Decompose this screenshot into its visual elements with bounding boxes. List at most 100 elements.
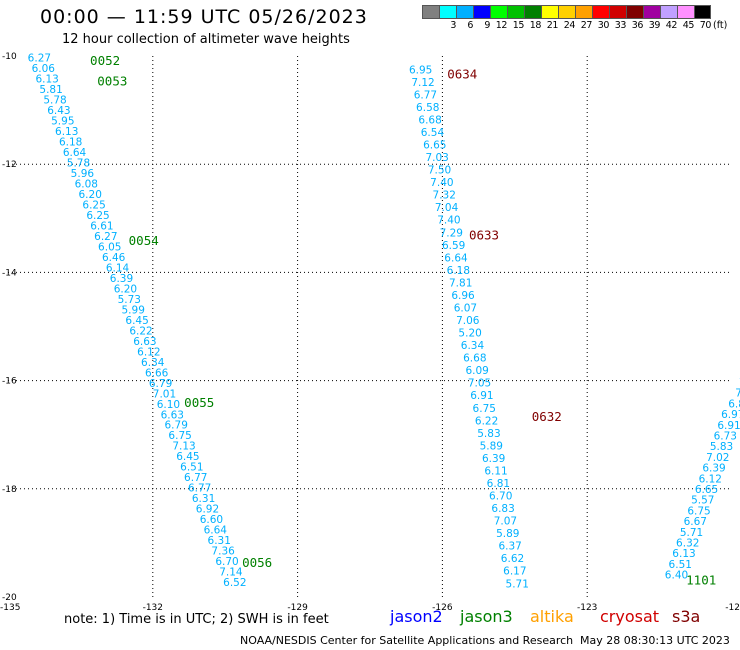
wave-height-value: 5.78 bbox=[67, 157, 90, 169]
wave-height-value: 6.52 bbox=[223, 577, 246, 589]
legend-swatches bbox=[422, 5, 727, 19]
wave-height-value: 7.12 bbox=[411, 77, 434, 89]
x-tick-label: -126 bbox=[432, 603, 453, 613]
legend-tick-label: 3 bbox=[450, 20, 456, 31]
wave-height-value: 6.75 bbox=[168, 430, 191, 442]
wave-height-value: 5.73 bbox=[118, 294, 141, 306]
wave-height-value: 6.79 bbox=[165, 420, 188, 432]
wave-height-value: 6.61 bbox=[90, 220, 113, 232]
legend-altika: altika bbox=[530, 607, 574, 626]
wave-height-value: 6.45 bbox=[176, 451, 199, 463]
wave-height-value: 6.65 bbox=[423, 140, 446, 152]
wave-height-value: 7.14 bbox=[219, 567, 243, 579]
wave-height-value: 6.13 bbox=[35, 73, 58, 85]
legend-swatch bbox=[473, 5, 490, 19]
wave-height-value: 6.22 bbox=[129, 325, 152, 337]
wave-height-value: 6.51 bbox=[669, 559, 692, 571]
wave-height-value: 7.05 bbox=[468, 378, 491, 390]
legend-tick-label: 18 bbox=[529, 20, 542, 31]
wave-height-value: 5.20 bbox=[458, 328, 481, 340]
wave-height-value: 6.22 bbox=[475, 415, 498, 427]
legend-tick-label: 45 bbox=[682, 20, 695, 31]
wave-height-value: 5.89 bbox=[496, 528, 519, 540]
legend-s3a: s3a bbox=[672, 607, 701, 626]
legend-jason3: jason3 bbox=[460, 607, 513, 626]
wave-height-value: 6.17 bbox=[503, 566, 526, 578]
wave-height-value: 7.07 bbox=[494, 516, 517, 528]
wave-height-value: 6.60 bbox=[200, 514, 223, 526]
legend-swatch bbox=[677, 5, 694, 19]
wave-height-value: 6.77 bbox=[188, 483, 211, 495]
legend-tick-label: 39 bbox=[648, 20, 661, 31]
y-tick-label: -18 bbox=[2, 485, 17, 495]
wave-height-value: 7.36 bbox=[211, 546, 235, 558]
legend-swatch bbox=[694, 5, 711, 19]
legend-swatch bbox=[524, 5, 541, 19]
wave-height-value: 6.37 bbox=[498, 541, 521, 553]
wave-height-value: 6.05 bbox=[98, 241, 121, 253]
wave-height-value: 6.14 bbox=[106, 262, 130, 274]
wave-height-value: 6.75 bbox=[687, 505, 710, 517]
wave-height-value: 6.08 bbox=[75, 178, 98, 190]
wave-height-value: 7.02 bbox=[706, 452, 729, 464]
legend-swatch bbox=[609, 5, 626, 19]
wave-height-value: 6.79 bbox=[149, 378, 172, 390]
wave-height-value: 6.11 bbox=[484, 465, 507, 477]
wave-height-value: 6.95 bbox=[409, 64, 432, 76]
wave-height-value: 6.06 bbox=[32, 63, 56, 75]
legend-swatch bbox=[541, 5, 558, 19]
wave-height-value: 6.12 bbox=[137, 346, 160, 358]
pass-time-label: 0055 bbox=[184, 395, 214, 410]
wave-height-value: 6.39 bbox=[702, 463, 725, 475]
legend-swatch bbox=[643, 5, 660, 19]
wave-height-value: 6.65 bbox=[695, 484, 718, 496]
wave-height-value: 6.92 bbox=[196, 504, 219, 516]
wave-height-value: 6.91 bbox=[717, 420, 740, 432]
wave-height-value: 6.07 bbox=[454, 302, 477, 314]
wave-height-value: 6.77 bbox=[184, 472, 207, 484]
y-tick-label: -10 bbox=[2, 52, 17, 62]
wave-height-value: 6.10 bbox=[157, 399, 180, 411]
wave-height-value: 6.27 bbox=[28, 52, 51, 64]
wave-height-value: 6.40 bbox=[665, 570, 688, 582]
wave-height-value: 7.81 bbox=[449, 277, 472, 289]
wave-height-value: 7. bbox=[735, 388, 740, 400]
pass-time-label: 0052 bbox=[90, 53, 120, 68]
credit-text: NOAA/NESDIS Center for Satellite Applica… bbox=[240, 634, 574, 647]
legend-jason2: jason2 bbox=[390, 607, 443, 626]
wave-height-value: 6.62 bbox=[501, 553, 524, 565]
wave-height-value: 6.18 bbox=[447, 265, 470, 277]
wave-height-value: 5.99 bbox=[122, 304, 145, 316]
wave-height-value: 6.18 bbox=[59, 136, 82, 148]
wave-height-value: 6.39 bbox=[110, 273, 133, 285]
legend-tick-label: 24 bbox=[563, 20, 576, 31]
wave-height-value: 5.96 bbox=[71, 168, 95, 180]
legend-swatch bbox=[558, 5, 575, 19]
legend-swatch bbox=[439, 5, 456, 19]
legend-tick-label: 12 bbox=[495, 20, 508, 31]
wave-height-value: 7.50 bbox=[428, 165, 451, 177]
wave-height-value: 5.71 bbox=[506, 578, 529, 590]
legend-swatch bbox=[456, 5, 473, 19]
legend-unit: (ft) bbox=[713, 20, 728, 31]
y-tick-label: -16 bbox=[2, 377, 17, 387]
wave-height-value: 6.20 bbox=[114, 283, 137, 295]
wave-height-value: 6.63 bbox=[133, 336, 156, 348]
chart-subtitle: 12 hour collection of altimeter wave hei… bbox=[62, 32, 350, 47]
wave-height-value: 6.54 bbox=[421, 127, 445, 139]
legend-tick-label: 70 bbox=[699, 20, 712, 31]
legend-swatch bbox=[422, 5, 439, 19]
wave-height-value: 6.63 bbox=[161, 409, 184, 421]
wave-height-value: 6.70 bbox=[215, 556, 238, 568]
legend-tick-label: 42 bbox=[665, 20, 678, 31]
y-tick-label: -12 bbox=[2, 160, 17, 170]
legend-swatch bbox=[575, 5, 592, 19]
wave-height-value: 5.81 bbox=[39, 84, 62, 96]
pass-time-label: 0054 bbox=[129, 233, 159, 248]
legend-cryosat: cryosat bbox=[600, 607, 660, 626]
legend-swatch bbox=[660, 5, 677, 19]
wave-height-value: 6.64 bbox=[204, 525, 228, 537]
wave-height-value: 6.09 bbox=[465, 365, 488, 377]
wave-height-value: 5.89 bbox=[480, 440, 503, 452]
